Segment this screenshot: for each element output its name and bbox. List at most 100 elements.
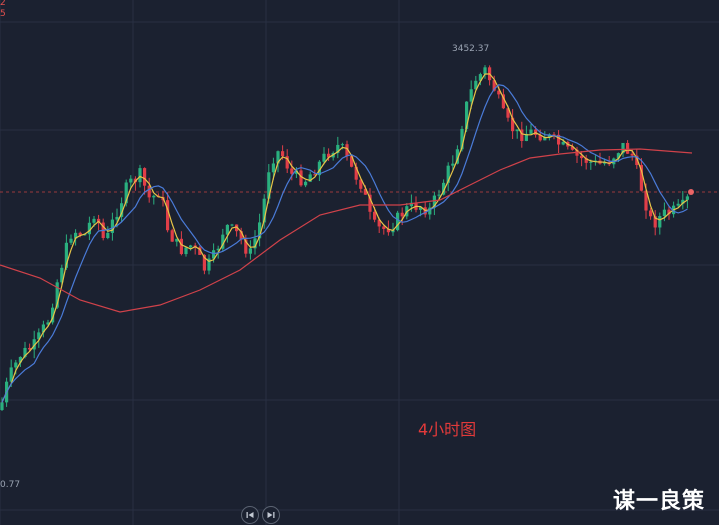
- candle-body: [377, 219, 381, 227]
- candle-body: [32, 339, 36, 350]
- candle-body: [202, 254, 206, 271]
- candle-body: [276, 151, 280, 164]
- candle-body: [630, 153, 634, 156]
- candle-body: [391, 230, 395, 233]
- candle-body: [667, 209, 671, 215]
- candle-body: [653, 216, 657, 228]
- candle-body: [78, 232, 82, 236]
- candle-body: [515, 129, 519, 132]
- candle-body: [465, 101, 469, 129]
- candle-body: [166, 200, 170, 231]
- candle-body: [147, 185, 151, 198]
- candle-body: [74, 232, 78, 239]
- candle-body: [359, 179, 363, 189]
- candle-body: [626, 142, 630, 154]
- candle-body: [561, 141, 565, 145]
- candle-body: [557, 134, 561, 145]
- candle-body: [589, 161, 593, 163]
- candle-body: [483, 67, 487, 75]
- candle-body: [685, 196, 689, 200]
- candle-body: [506, 108, 510, 118]
- candle-body: [253, 238, 257, 249]
- candle-body: [511, 117, 515, 132]
- nav-prev-button[interactable]: [241, 506, 259, 524]
- ma-medium-line: [1, 84, 688, 403]
- candle-body: [244, 239, 248, 254]
- candle-body: [37, 332, 41, 340]
- candle-body: [442, 182, 446, 195]
- candle-body: [51, 307, 55, 323]
- candle-body: [179, 238, 183, 255]
- candle-body: [478, 74, 482, 81]
- candle-body: [225, 224, 229, 235]
- candle-body: [299, 170, 303, 186]
- candle-body: [198, 247, 202, 255]
- candle-body: [69, 238, 73, 243]
- candle-body: [221, 234, 225, 249]
- candle-body: [497, 90, 501, 95]
- candle-body: [55, 282, 59, 308]
- candle-body: [41, 324, 45, 333]
- candle-body: [354, 166, 358, 180]
- high-price-label: 3452.37: [452, 44, 490, 54]
- candle-body: [437, 194, 441, 196]
- candle-body: [0, 402, 4, 410]
- candle-body: [469, 89, 473, 102]
- moving-averages: [0, 73, 693, 403]
- candle-body: [308, 174, 312, 182]
- candle-body: [46, 322, 50, 325]
- candle-body: [267, 172, 271, 199]
- candle-body: [616, 153, 620, 159]
- candle-body: [23, 347, 27, 357]
- corner-price-top: 2: [0, 0, 6, 8]
- candle-body: [409, 202, 413, 207]
- candle-body: [212, 250, 216, 259]
- candle-body: [451, 163, 455, 166]
- candle-body: [492, 80, 496, 91]
- nav-next-button[interactable]: [262, 506, 280, 524]
- candle-body: [400, 212, 404, 217]
- candle-body: [363, 188, 367, 195]
- candle-body: [455, 149, 459, 164]
- timeframe-label: 4小时图: [418, 420, 477, 439]
- candle-body: [373, 211, 377, 220]
- candle-body: [658, 215, 662, 228]
- candle-body: [230, 224, 234, 226]
- candle-body: [290, 168, 294, 174]
- candle-body: [18, 356, 22, 363]
- candle-body: [216, 248, 220, 251]
- candle-body: [175, 238, 179, 242]
- candle-body: [304, 181, 308, 186]
- candle-body: [120, 203, 124, 217]
- candle-body: [350, 156, 354, 167]
- candle-body: [115, 216, 119, 220]
- candle-body: [285, 156, 289, 169]
- candle-body: [501, 94, 505, 109]
- candle-body: [662, 209, 666, 216]
- candle-body: [184, 247, 188, 255]
- candle-body: [248, 248, 252, 254]
- candle-body: [340, 144, 344, 146]
- last-price-marker: [688, 189, 694, 195]
- candle-body: [170, 230, 174, 242]
- candle-body: [281, 151, 285, 157]
- candle-body: [584, 158, 588, 163]
- candle-body: [262, 198, 266, 223]
- candle-body: [258, 222, 262, 239]
- candle-body: [419, 207, 423, 210]
- corner-price-bottom: 5: [0, 9, 6, 19]
- candle-body: [676, 203, 680, 206]
- candle-body: [336, 144, 340, 154]
- candle-body: [106, 232, 110, 239]
- candle-body: [14, 362, 18, 368]
- candle-body: [189, 245, 193, 248]
- candle-body: [460, 128, 464, 150]
- candle-body: [83, 234, 87, 236]
- candle-body: [428, 207, 432, 215]
- candle-body: [124, 182, 128, 204]
- ma-short-line: [1, 73, 688, 403]
- candle-body: [271, 163, 275, 173]
- ma-long-line: [0, 148, 693, 313]
- candle-body: [552, 134, 556, 136]
